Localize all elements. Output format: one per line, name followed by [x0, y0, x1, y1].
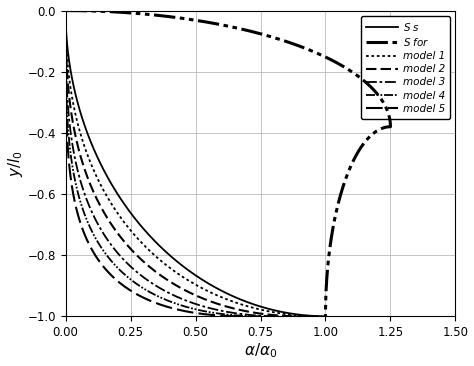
X-axis label: $\alpha/\alpha_0$: $\alpha/\alpha_0$ — [244, 342, 277, 361]
Y-axis label: $y/l_0$: $y/l_0$ — [6, 150, 25, 177]
Legend: $S$ $s$, $S$ for, model 1, model 2, model 3, model 4, model 5: $S$ $s$, $S$ for, model 1, model 2, mode… — [361, 16, 450, 119]
